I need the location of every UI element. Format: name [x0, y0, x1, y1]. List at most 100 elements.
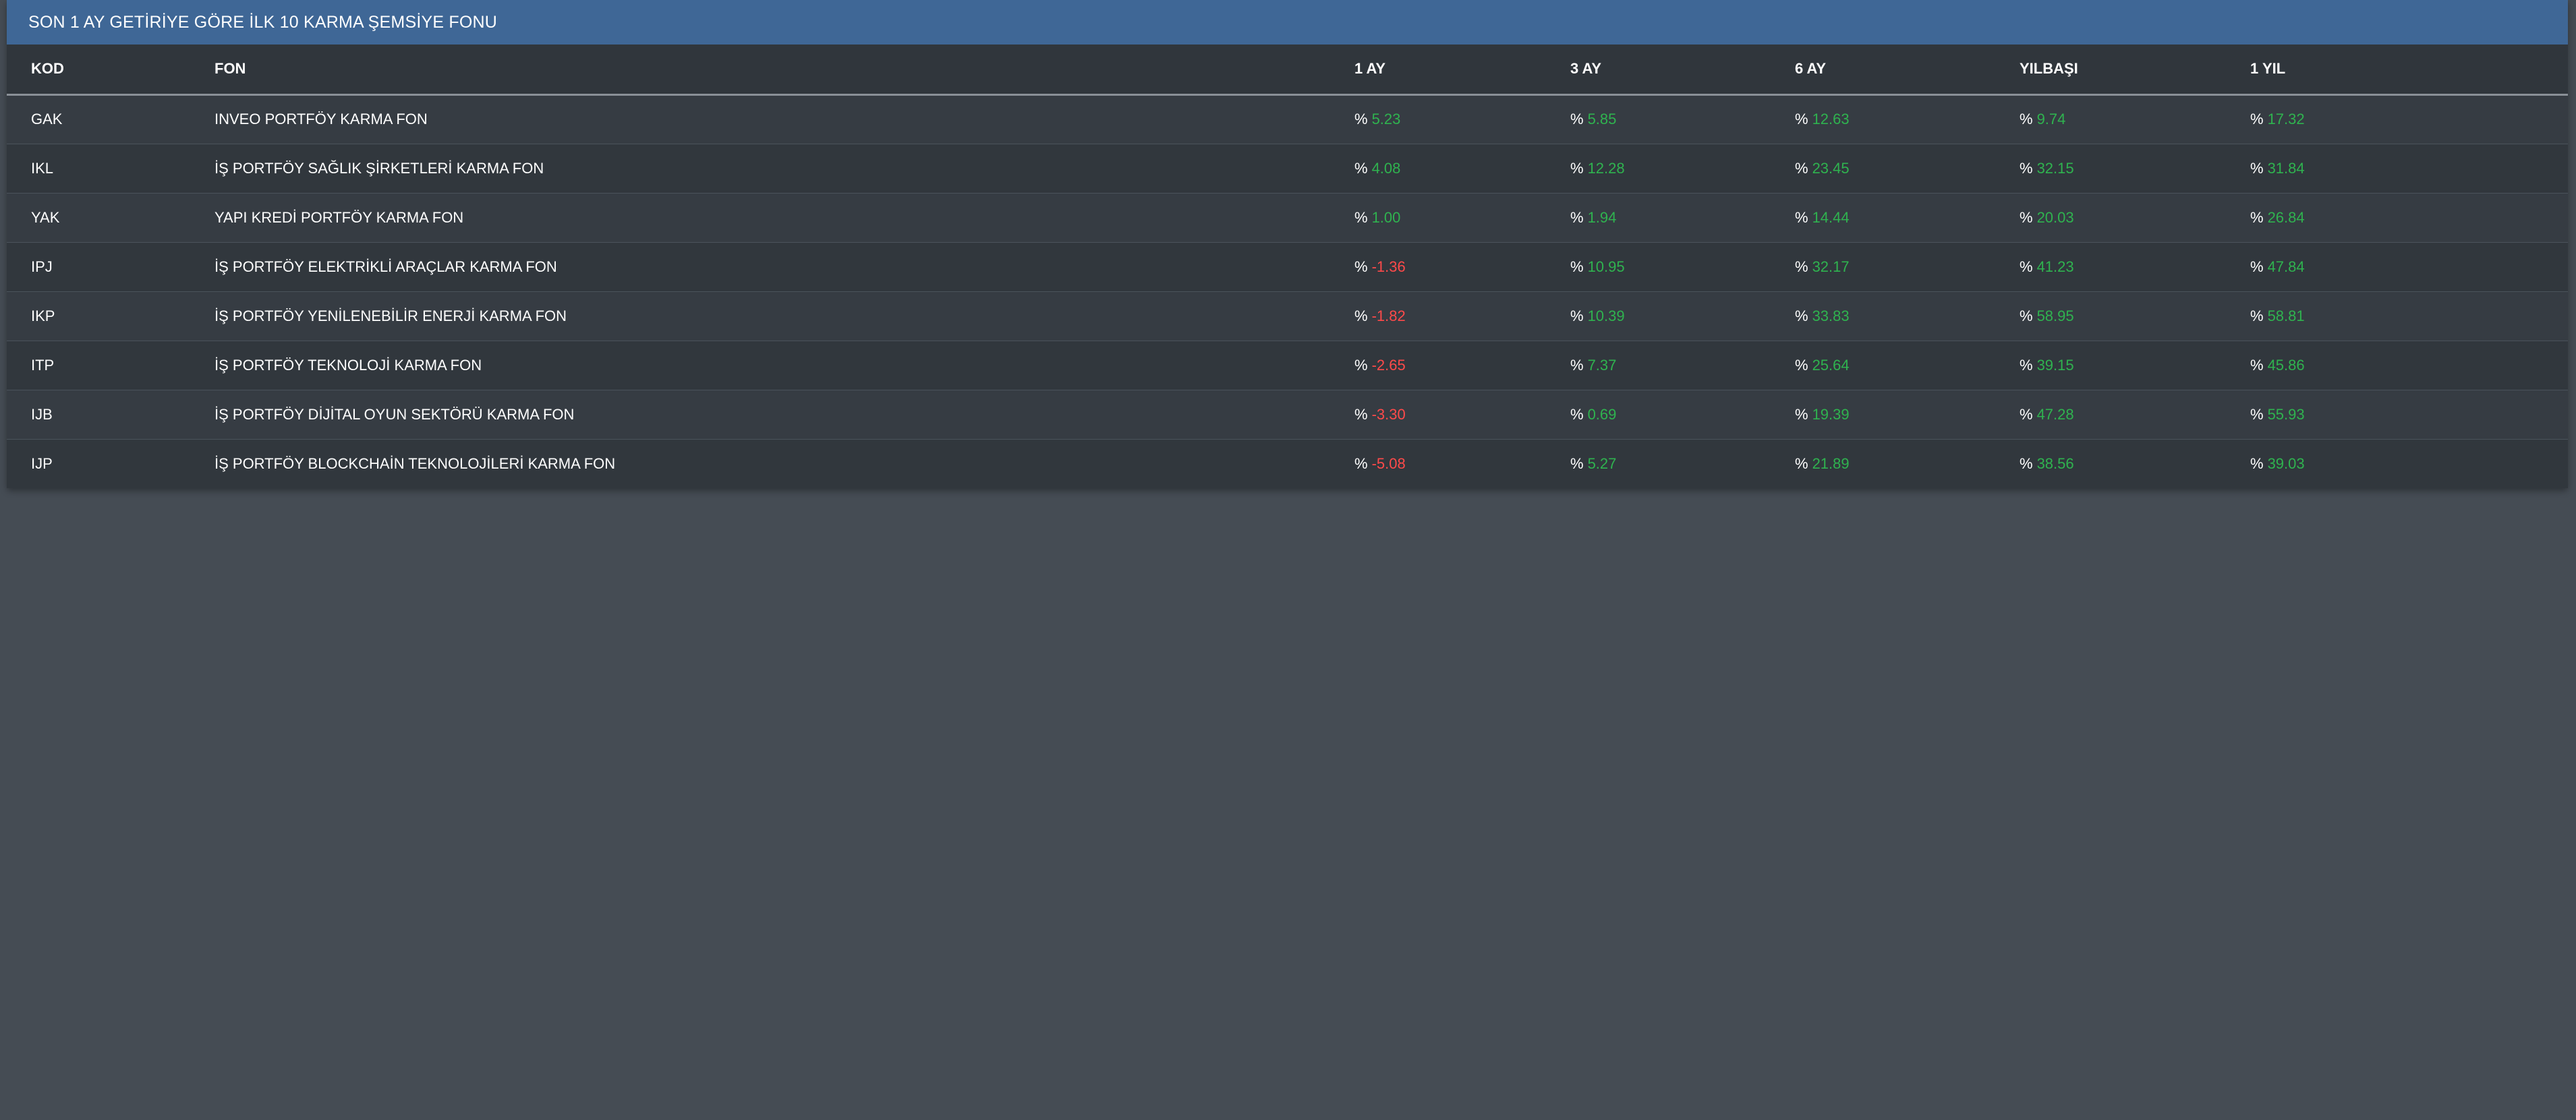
- percent-sign: %: [2020, 356, 2033, 374]
- return-value: -2.65: [1371, 356, 1406, 374]
- percent-sign: %: [2250, 307, 2264, 324]
- percent-sign: %: [1354, 159, 1368, 177]
- header-fon[interactable]: FON: [190, 45, 1330, 96]
- table-row[interactable]: ITP İŞ PORTFÖY TEKNOLOJİ KARMA FON% -2.65%…: [7, 341, 2568, 390]
- table-row[interactable]: IKL İŞ PORTFÖY SAĞLIK ŞİRKETLERİ KARMA FO…: [7, 144, 2568, 194]
- table-row[interactable]: IPJ İŞ PORTFÖY ELEKTRİKLİ ARAÇLAR KARMA F…: [7, 242, 2568, 292]
- percent-sign: %: [1570, 111, 1584, 127]
- return-value: 32.17: [1812, 258, 1850, 275]
- fund-name[interactable]: YAPI KREDİ PORTFÖY KARMA FON: [190, 193, 1330, 243]
- return-value: 17.32: [2267, 111, 2305, 127]
- return-cell-ay3: % 5.27: [1546, 439, 1771, 488]
- fund-name[interactable]: İŞ PORTFÖY TEKNOLOJİ KARMA FON: [190, 341, 1330, 390]
- return-value: 5.85: [1587, 111, 1617, 127]
- return-cell-yilbasi: % 41.23: [1995, 242, 2226, 292]
- return-cell-yilbasi: % 38.56: [1995, 439, 2226, 488]
- return-cell-ay1: % -3.30: [1330, 390, 1546, 440]
- return-value: 47.28: [2036, 405, 2074, 423]
- return-value: 31.84: [2267, 159, 2305, 177]
- percent-sign: %: [1795, 405, 1808, 423]
- percent-sign: %: [1570, 208, 1584, 226]
- table-row[interactable]: IJB İŞ PORTFÖY DİJİTAL OYUN SEKTÖRÜ KARMA…: [7, 390, 2568, 440]
- header-kod[interactable]: KOD: [7, 45, 190, 96]
- return-cell-ay3: % 5.85: [1546, 94, 1771, 144]
- return-value: -3.30: [1371, 405, 1406, 423]
- return-cell-ay1: % -2.65: [1330, 341, 1546, 390]
- return-cell-ay3: % 7.37: [1546, 341, 1771, 390]
- return-cell-ay6: % 19.39: [1771, 390, 1995, 440]
- percent-sign: %: [2250, 454, 2264, 472]
- table-row[interactable]: YAK YAPI KREDİ PORTFÖY KARMA FON% 1.00% 1.9…: [7, 193, 2568, 243]
- fund-code[interactable]: IJB: [7, 390, 190, 440]
- percent-sign: %: [1795, 208, 1808, 226]
- return-cell-ay1: % 1.00: [1330, 193, 1546, 243]
- percent-sign: %: [1795, 111, 1808, 127]
- return-value: 32.15: [2036, 159, 2074, 177]
- return-value: 41.23: [2036, 258, 2074, 275]
- return-value: 5.27: [1587, 454, 1617, 472]
- table-row[interactable]: IJP İŞ PORTFÖY BLOCKCHAİN TEKNOLOJİLERİ K…: [7, 439, 2568, 488]
- fund-code[interactable]: GAK: [7, 94, 190, 144]
- return-cell-ay6: % 33.83: [1771, 291, 1995, 341]
- fund-name[interactable]: İŞ PORTFÖY BLOCKCHAİN TEKNOLOJİLERİ KARM…: [214, 454, 616, 472]
- fund-code[interactable]: ITP: [7, 341, 190, 390]
- table-row[interactable]: GAK INVEO PORTFÖY KARMA FON% 5.23% 5.85% 12.…: [7, 94, 2568, 144]
- return-value: -5.08: [1371, 454, 1406, 472]
- percent-sign: %: [1570, 356, 1584, 374]
- fund-code[interactable]: IJP: [31, 454, 53, 472]
- return-value: 47.84: [2267, 258, 2305, 275]
- header-1-ay[interactable]: 1 AY: [1330, 45, 1546, 96]
- fund-name[interactable]: İŞ PORTFÖY DİJİTAL OYUN SEKTÖRÜ KARMA FO…: [190, 390, 1330, 440]
- return-cell-ay1: % 5.23: [1330, 94, 1546, 144]
- return-value: 19.39: [1812, 405, 1850, 423]
- return-cell-ay1: % -5.08: [1330, 439, 1546, 488]
- return-value: 10.95: [1587, 258, 1625, 275]
- percent-sign: %: [1354, 356, 1368, 374]
- return-value: 39.15: [2036, 356, 2074, 374]
- return-cell-ay3: % 12.28: [1546, 144, 1771, 194]
- return-value: 9.74: [2036, 111, 2066, 127]
- header-yilbasi[interactable]: YILBAŞI: [1995, 45, 2226, 96]
- fund-code[interactable]: IPJ: [7, 242, 190, 292]
- fund-name[interactable]: İŞ PORTFÖY ELEKTRİKLİ ARAÇLAR KARMA FON: [190, 242, 1330, 292]
- return-cell-ay1: % -1.36: [1330, 242, 1546, 292]
- return-cell-yilbasi: % 58.95: [1995, 291, 2226, 341]
- fund-name[interactable]: INVEO PORTFÖY KARMA FON: [190, 94, 1330, 144]
- percent-sign: %: [1354, 454, 1368, 472]
- fund-code[interactable]: IKL: [7, 144, 190, 194]
- return-value: 25.64: [1812, 356, 1850, 374]
- return-value: 5.23: [1371, 111, 1401, 127]
- percent-sign: %: [1795, 454, 1808, 472]
- fund-name[interactable]: İŞ PORTFÖY YENİLENEBİLİR ENERJİ KARMA FO…: [190, 291, 1330, 341]
- percent-sign: %: [1795, 258, 1808, 275]
- percent-sign: %: [1570, 405, 1584, 423]
- return-value: 1.00: [1371, 208, 1401, 226]
- return-cell-ay6: % 23.45: [1771, 144, 1995, 194]
- percent-sign: %: [2020, 258, 2033, 275]
- percent-sign: %: [2020, 208, 2033, 226]
- return-value: 38.56: [2036, 454, 2074, 472]
- header-1-yil[interactable]: 1 YIL: [2226, 45, 2568, 96]
- percent-sign: %: [1795, 356, 1808, 374]
- percent-sign: %: [2250, 258, 2264, 275]
- return-cell-yilbasi: % 20.03: [1995, 193, 2226, 243]
- fund-name[interactable]: İŞ PORTFÖY SAĞLIK ŞİRKETLERİ KARMA FON: [190, 144, 1330, 194]
- percent-sign: %: [1570, 307, 1584, 324]
- header-3-ay[interactable]: 3 AY: [1546, 45, 1771, 96]
- return-cell-ay1: % -1.82: [1330, 291, 1546, 341]
- percent-sign: %: [2250, 405, 2264, 423]
- percent-sign: %: [1570, 258, 1584, 275]
- return-cell-ay3: % 10.39: [1546, 291, 1771, 341]
- return-value: 26.84: [2267, 208, 2305, 226]
- fund-code[interactable]: YAK: [7, 193, 190, 243]
- return-cell-ay6: % 25.64: [1771, 341, 1995, 390]
- table-row[interactable]: IKP İŞ PORTFÖY YENİLENEBİLİR ENERJİ KARMA…: [7, 291, 2568, 341]
- fund-table: KOD FON 1 AY 3 AY 6 AY YILBAŞI 1 YIL GAK…: [7, 45, 2568, 488]
- header-6-ay[interactable]: 6 AY: [1771, 45, 1995, 96]
- percent-sign: %: [2250, 356, 2264, 374]
- return-cell-yilbasi: % 9.74: [1995, 94, 2226, 144]
- return-cell-yil1: % 55.93: [2226, 390, 2568, 440]
- percent-sign: %: [1354, 307, 1368, 324]
- fund-code[interactable]: IKP: [7, 291, 190, 341]
- return-value: 33.83: [1812, 307, 1850, 324]
